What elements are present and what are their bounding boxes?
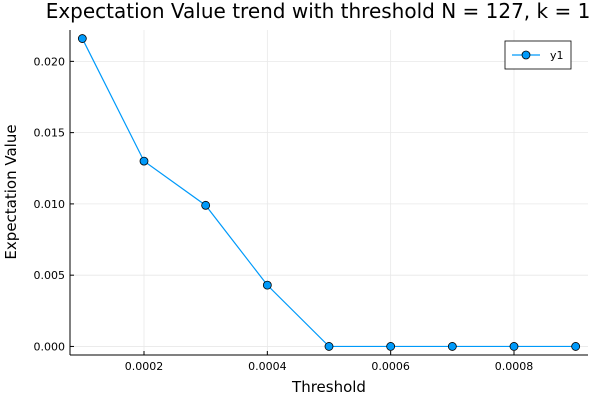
legend: y1 xyxy=(504,40,572,70)
data-point xyxy=(324,342,334,351)
y-tick-label: 0.010 xyxy=(34,198,66,211)
data-point xyxy=(77,34,87,43)
chart-title: Expectation Value trend with threshold N… xyxy=(46,0,591,23)
data-point xyxy=(139,156,149,166)
axis-ticks: 0.0002 0.0004 0.0006 0.0008 0.000 0.005 0.010 0… xyxy=(34,55,534,373)
y-tick-label: 0.020 xyxy=(34,55,66,68)
data-point xyxy=(571,342,581,351)
y-tick-label: 0.015 xyxy=(34,127,66,140)
legend-marker xyxy=(521,50,531,60)
y-tick-label: 0.005 xyxy=(34,269,66,282)
x-tick-label: 0.0008 xyxy=(495,360,534,373)
legend-label: y1 xyxy=(550,49,564,62)
x-tick-label: 0.0006 xyxy=(371,360,410,373)
axes xyxy=(69,30,588,356)
data-point xyxy=(386,342,396,351)
data-point xyxy=(509,342,519,351)
x-tick-label: 0.0004 xyxy=(248,360,287,373)
data-point xyxy=(262,280,272,290)
series-y1 xyxy=(77,34,581,351)
x-axis-label: Threshold xyxy=(291,378,366,396)
data-point xyxy=(447,342,457,351)
y-axis-label: Expectation Value xyxy=(2,124,20,259)
data-point xyxy=(201,200,211,210)
y-tick-label: 0.000 xyxy=(34,340,66,353)
x-tick-label: 0.0002 xyxy=(125,360,164,373)
grid-lines xyxy=(70,30,588,355)
